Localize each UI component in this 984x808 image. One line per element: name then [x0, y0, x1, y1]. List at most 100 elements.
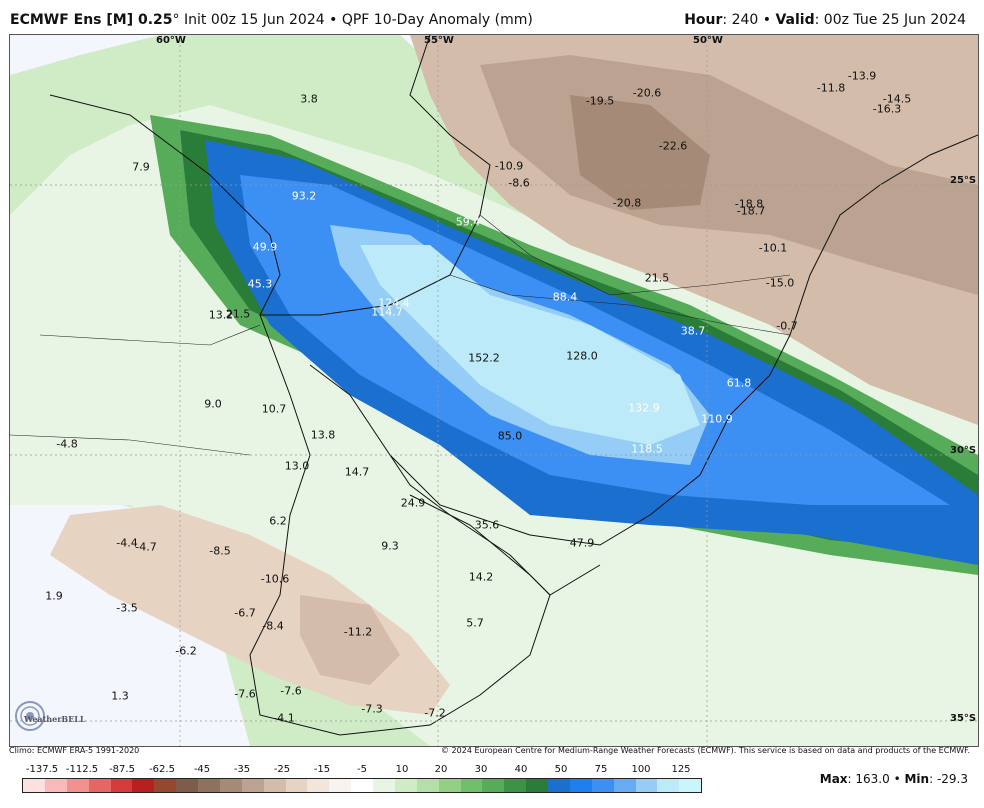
anomaly-value-label: 49.9	[252, 240, 278, 254]
anomaly-value-label: -6.7	[234, 606, 256, 620]
lon-label-50w: 50°W	[693, 35, 723, 46]
colorbar-tick-label: 50	[554, 764, 568, 775]
state-border-2	[449, 274, 791, 336]
valid-bullet: •	[762, 12, 772, 28]
anomaly-value-label: -8.4	[262, 619, 284, 633]
anomaly-value-label: -7.6	[280, 684, 302, 698]
state-border-4	[10, 434, 251, 456]
anomaly-value-label: 1.3	[111, 689, 129, 703]
colorbar-swatch	[635, 779, 658, 792]
anomaly-value-label: -4.1	[273, 711, 295, 725]
model-name: ECMWF Ens [M] 0.25	[10, 12, 173, 28]
hour-value: : 240	[722, 12, 759, 28]
graticule	[10, 35, 978, 746]
valid-info: Hour: 240 • Valid: 00z Tue 25 Jun 2024	[684, 12, 966, 28]
anomaly-value-label: 9.0	[204, 397, 222, 411]
anomaly-value-label: -20.8	[612, 196, 642, 210]
colorbar-tick-label: 30	[474, 764, 488, 775]
anomaly-value-label: 47.9	[569, 536, 595, 550]
colorbar-swatch	[110, 779, 133, 792]
colorbar-swatch	[613, 779, 636, 792]
anomaly-value-label: 9.3	[381, 539, 399, 553]
anomaly-value-label: -11.8	[816, 81, 846, 95]
anomaly-value-label: -19.5	[585, 94, 615, 108]
anomaly-value-label: 6.2	[269, 514, 287, 528]
anomaly-value-label: -7.6	[234, 687, 256, 701]
colorbar-swatch	[241, 779, 264, 792]
anomaly-value-label: -7.3	[361, 702, 383, 716]
anomaly-value-label: -20.6	[632, 86, 662, 100]
colorbar-swatch	[198, 779, 220, 792]
title-bullet: •	[329, 12, 338, 28]
anomaly-value-label: 13.8	[310, 428, 336, 442]
anomaly-value-label: -10.1	[758, 241, 788, 255]
colorbar-swatch	[263, 779, 286, 792]
anomaly-value-label: -3.5	[116, 601, 138, 615]
hour-label: Hour	[684, 12, 723, 28]
anomaly-value-label: 152.2	[468, 351, 500, 365]
colorbar-swatch	[438, 779, 461, 792]
colorbar-tick-label: -87.5	[109, 764, 135, 775]
header: ECMWF Ens [M] 0.25° Init 00z 15 Jun 2024…	[0, 0, 984, 34]
anomaly-value-label: -7.2	[424, 706, 446, 720]
colorbar-swatch	[44, 779, 67, 792]
colorbar-swatch	[569, 779, 592, 792]
anomaly-map: 60°W 55°W 50°W 25°S 30°S 35°S 3.8 7.9 93.2…	[9, 34, 979, 747]
colorbar-swatch	[657, 779, 680, 792]
anomaly-value-label: -13.9	[847, 69, 877, 83]
climo-note: Climo: ECMWF ERA-5 1991-2020	[9, 746, 140, 755]
anomaly-value-label: -22.6	[658, 139, 688, 153]
anomaly-value-label: -11.2	[343, 625, 373, 639]
colorbar-swatch	[416, 779, 439, 792]
colorbar-swatch	[66, 779, 89, 792]
anomaly-value-label: 10.7	[261, 402, 287, 416]
colorbar-swatch	[351, 779, 373, 792]
anomaly-value-label: -4.7	[135, 540, 157, 554]
anomaly-value-label: 128.0	[566, 349, 598, 363]
colorbar-tick-label: 100	[631, 764, 651, 775]
anomaly-value-label: 14.7	[344, 465, 370, 479]
anomaly-value-label: 45.3	[247, 277, 273, 291]
colorbar-swatch	[219, 779, 242, 792]
colorbar-swatch	[23, 779, 45, 792]
anomaly-value-label: 110.9	[701, 412, 733, 426]
anomaly-value-label: 5.7	[466, 616, 484, 630]
anomaly-value-label: 85.0	[497, 429, 523, 443]
map-title: ECMWF Ens [M] 0.25° Init 00z 15 Jun 2024…	[10, 12, 533, 28]
anomaly-value-label: -8.6	[508, 176, 530, 190]
colorbar-tick-label: 125	[671, 764, 691, 775]
lon-label-55w: 55°W	[424, 35, 454, 46]
logo-text: WeatherBELL	[24, 714, 86, 724]
coastline	[309, 134, 978, 546]
anomaly-value-label: -15.0	[765, 276, 795, 290]
colorbar	[22, 778, 702, 793]
anomaly-value-label: 88.4	[552, 290, 578, 304]
max-min-stats: Max: 163.0 • Min: -29.3	[820, 772, 968, 786]
colorbar-tick-label: -112.5	[65, 764, 99, 775]
colorbar-swatch	[394, 779, 417, 792]
colorbar-tick-label: -35	[233, 764, 251, 775]
colorbar-tick-label: -25	[273, 764, 291, 775]
anomaly-value-label: 114.7	[371, 305, 403, 319]
colorbar-swatch	[154, 779, 177, 792]
country-border-uruguay	[409, 494, 601, 596]
anomaly-value-label: -4.4	[116, 536, 138, 550]
colorbar-tick-label: -62.5	[149, 764, 175, 775]
anomaly-value-label: 132.9	[628, 401, 660, 415]
max-value: : 163.0	[847, 772, 890, 786]
anomaly-value-label: 118.5	[631, 442, 663, 456]
colorbar-swatch	[526, 779, 548, 792]
anomaly-value-label: -4.8	[56, 437, 78, 451]
lat-label-30s: 30°S	[950, 445, 977, 456]
anomaly-value-label: 35.6	[474, 518, 500, 532]
min-label: Min	[904, 772, 930, 786]
anomaly-value-label: 24.9	[400, 496, 426, 510]
anomaly-value-label: 13.0	[284, 459, 310, 473]
min-value: : -29.3	[929, 772, 968, 786]
max-label: Max	[819, 772, 848, 786]
colorbar-swatch	[548, 779, 570, 792]
anomaly-value-label: -14.5	[882, 92, 912, 106]
anomaly-value-label: -6.2	[175, 644, 197, 658]
colorbar-tick-label: -5	[357, 764, 367, 775]
brown-dry-area-south-dark	[300, 595, 400, 685]
